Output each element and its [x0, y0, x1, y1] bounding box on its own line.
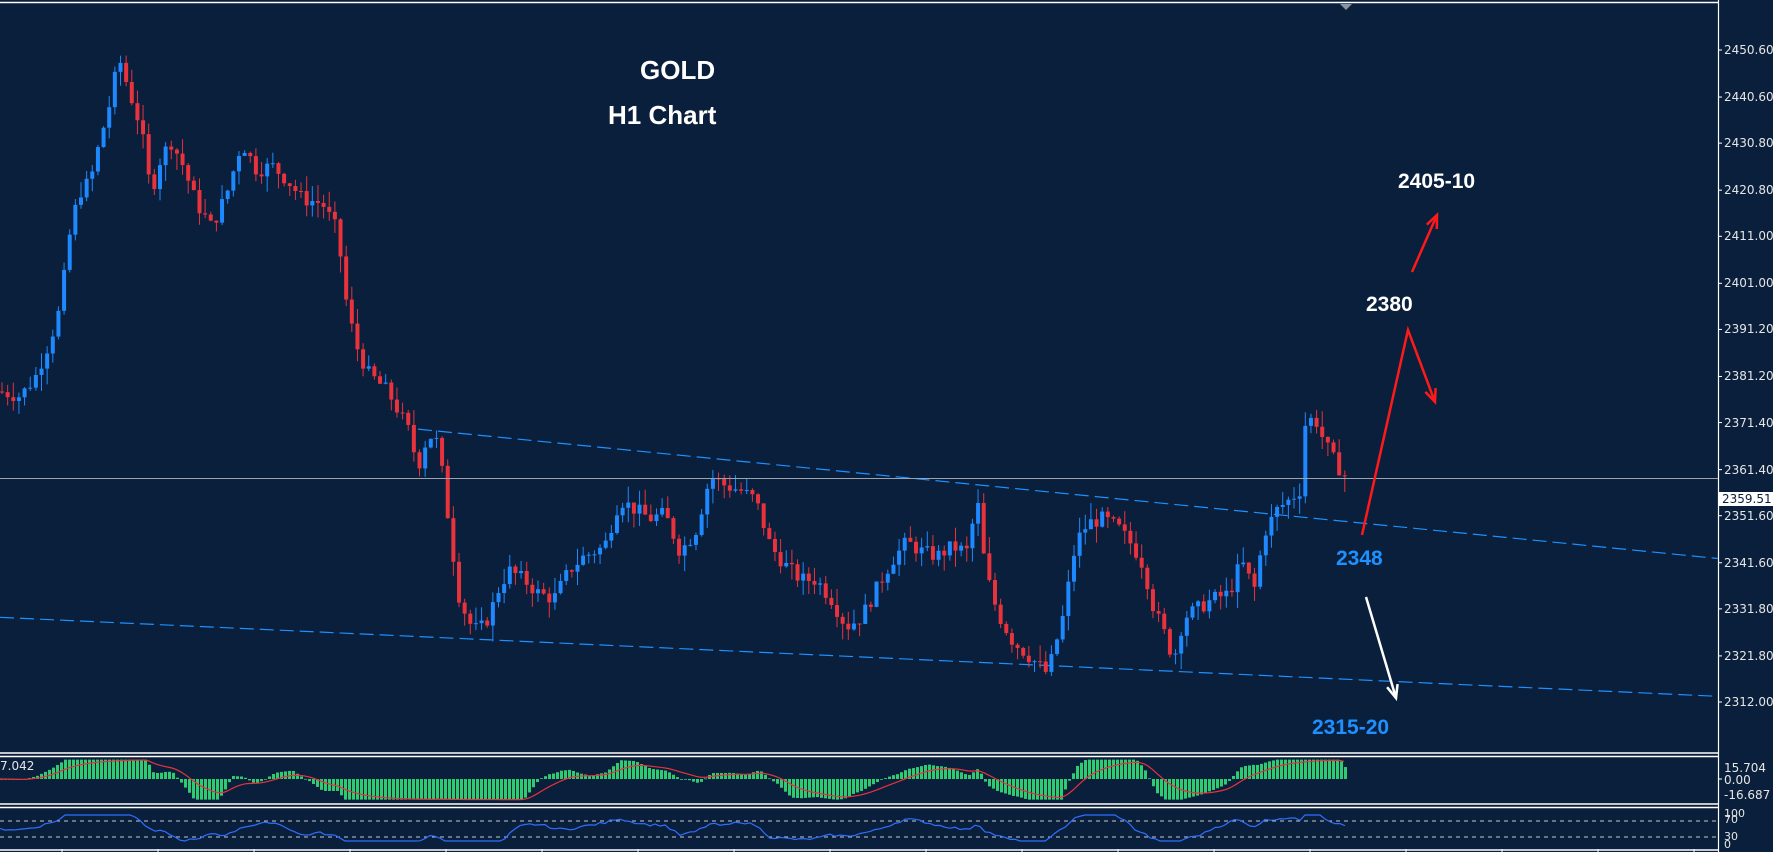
price-axis-label: 2321.80: [1724, 648, 1773, 663]
rsi-axis-100: 100: [1724, 807, 1745, 820]
price-axis-label: 2371.40: [1724, 415, 1773, 430]
forecast-arrow[interactable]: [1364, 596, 1398, 699]
price-axis-label: 2440.60: [1724, 90, 1773, 105]
forecast-arrow[interactable]: [1360, 325, 1437, 536]
price-axis-label: 2381.20: [1724, 369, 1773, 384]
forecast-arrow[interactable]: [1410, 214, 1439, 273]
price-axis-label: 2401.00: [1724, 276, 1773, 291]
price-axis-label: 2430.80: [1724, 136, 1773, 151]
price-axis-label: 2420.80: [1724, 183, 1773, 198]
price-axis-label: 2341.60: [1724, 555, 1773, 570]
rsi-axis-70: 70: [1724, 813, 1738, 826]
chart-subtitle: H1 Chart: [608, 100, 717, 130]
arrow-head-icon: [1424, 387, 1437, 406]
current-price-tag: 2359.51: [1719, 492, 1773, 506]
rsi-axis-30: 30: [1724, 830, 1738, 843]
arrow-head-icon: [1386, 683, 1399, 702]
upper-channel-trendline[interactable]: [417, 428, 1719, 560]
annotation-target-high: 2405-10: [1398, 170, 1476, 193]
macd-axis-max: 15.704: [1724, 761, 1766, 775]
price-axis-label: 2312.00: [1724, 695, 1773, 709]
price-axis-ticks: [1718, 49, 1722, 703]
chart-title: GOLD: [640, 55, 716, 85]
annotation-target-low: 2315-20: [1312, 716, 1390, 739]
lower-channel-trendline[interactable]: [0, 616, 1719, 697]
shift-marker-icon[interactable]: [1340, 4, 1352, 10]
price-axis-label: 2391.20: [1724, 322, 1773, 337]
candlesticks: [0, 55, 1347, 676]
macd-axis-min: -16.687: [1724, 788, 1771, 802]
rsi-axis-0: 0: [1724, 838, 1731, 851]
rsi-indicator: [0, 814, 1718, 842]
macd-indicator: [0, 759, 1722, 801]
macd-axis-zero: 0.00: [1724, 773, 1751, 787]
forecast-arrows[interactable]: [1360, 212, 1439, 702]
price-axis-label: 2361.40: [1724, 462, 1773, 477]
price-axis-label: 2351.60: [1724, 508, 1773, 523]
price-axis-label: 2411.00: [1724, 229, 1773, 244]
annotation-support-2348: 2348: [1336, 547, 1383, 570]
price-axis-label: 2450.60: [1724, 43, 1773, 57]
annotation-resistance-2380: 2380: [1366, 293, 1413, 316]
arrow-head-icon: [1425, 212, 1439, 230]
channel-trendlines[interactable]: [0, 428, 1719, 697]
price-axis-label: 2331.80: [1724, 601, 1773, 616]
macd-value-label: 7.042: [0, 759, 35, 773]
